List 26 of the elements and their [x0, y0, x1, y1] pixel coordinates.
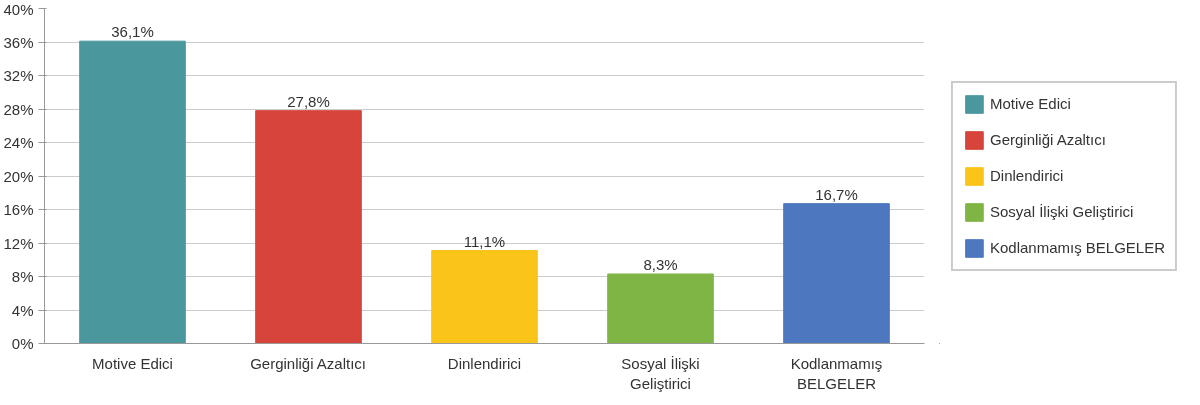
legend-label: Dinlendirici — [989, 167, 1064, 184]
data-label: 36,1% — [111, 23, 154, 41]
y-tick-label: 24% — [3, 134, 34, 151]
y-tick-label: 28% — [3, 100, 34, 118]
data-label: 8,3% — [643, 255, 678, 273]
y-tick-label: 0% — [11, 335, 34, 352]
legend-label: Gerginliği Azaltıcı — [989, 131, 1106, 148]
x-tick-label: Dinlendirici — [447, 354, 522, 372]
x-tick-label: Sosyal İlişki Geliştirici — [621, 354, 700, 392]
y-tick-label: 40% — [3, 0, 34, 18]
y-tick-label: 16% — [3, 201, 34, 218]
y-tick-label: 20% — [3, 167, 34, 185]
y-tick-label: 32% — [3, 67, 34, 84]
data-label: 11,1% — [463, 232, 506, 250]
y-tick-label: 36% — [3, 33, 34, 51]
data-label: 16,7% — [815, 185, 858, 203]
x-tick-label: Gerginliği Azaltıcı — [250, 354, 367, 372]
legend-label: Motive Edici — [989, 95, 1071, 112]
legend-label: Sosyal İlişki Geliştirici — [989, 203, 1134, 220]
y-tick-label: 8% — [11, 268, 34, 285]
x-tick-label: Kodlanmamış BELGELER — [790, 354, 883, 392]
data-label: 27,8% — [287, 92, 330, 110]
legend-label: Kodlanmamış BELGELER — [989, 239, 1166, 256]
y-tick-label: 12% — [3, 234, 34, 252]
y-tick-label: 4% — [11, 301, 34, 319]
x-tick-label: Motive Edici — [92, 354, 173, 372]
